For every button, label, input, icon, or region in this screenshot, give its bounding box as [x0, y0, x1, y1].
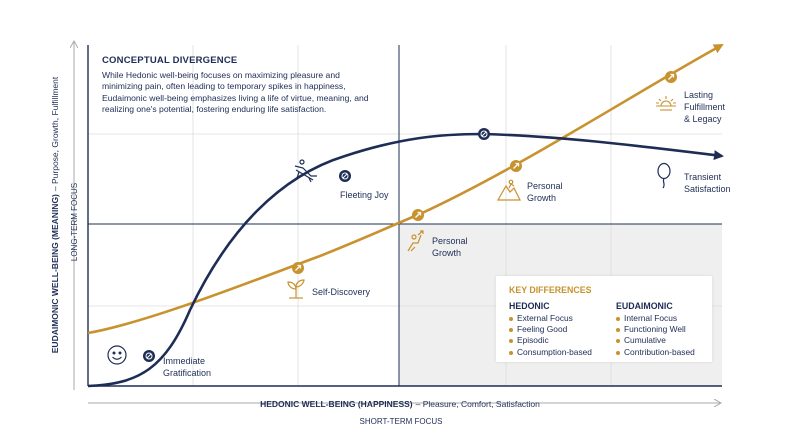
list-item: Functioning Well	[616, 324, 695, 335]
label-transient-1: Transient	[684, 172, 722, 182]
eudaimonic-column: EUDAIMONIC Internal Focus Functioning We…	[616, 301, 695, 358]
navy-marker	[339, 170, 351, 182]
label-lasting-1: Lasting	[684, 90, 713, 100]
list-item: Episodic	[509, 335, 592, 346]
eudaimonic-curve	[87, 43, 724, 335]
gold-marker	[510, 160, 522, 172]
hedonic-curve	[87, 132, 724, 388]
label-lasting-3: & Legacy	[684, 114, 722, 124]
callout-title: CONCEPTUAL DIVERGENCE	[102, 55, 238, 66]
list-item: External Focus	[509, 313, 592, 324]
callout-body: While Hedonic well-being focuses on maxi…	[102, 70, 369, 114]
y-axis-focus: LONG-TERM FOCUS	[70, 183, 79, 261]
label-growth-a-2: Growth	[432, 248, 461, 258]
center-dividers	[88, 45, 722, 386]
smiley-icon	[107, 345, 127, 365]
label-growth-b-1: Personal	[527, 181, 563, 191]
y-axis-title: EUDAIMONIC WELL-BEING (MEANING)– Purpose…	[50, 76, 60, 353]
mountain-climber-icon	[496, 179, 521, 201]
key-differences-title: KEY DIFFERENCES	[509, 285, 592, 295]
list-item: Contribution-based	[616, 347, 695, 358]
lounger-icon	[294, 159, 317, 183]
climber-icon	[407, 230, 424, 252]
x-axis-title: HEDONIC WELL-BEING (HAPPINESS) – Pleasure…	[260, 399, 540, 409]
hedonic-markers	[143, 128, 490, 362]
list-item: Feeling Good	[509, 324, 592, 335]
sprout-icon	[287, 279, 305, 299]
hedonic-column: HEDONIC External Focus Feeling Good Epis…	[509, 301, 592, 358]
key-differences-box: KEY DIFFERENCES HEDONIC External Focus F…	[496, 276, 712, 362]
label-growth-b-2: Growth	[527, 193, 556, 203]
gold-marker	[665, 71, 677, 83]
navy-marker	[143, 350, 155, 362]
label-self-discovery: Self-Discovery	[312, 287, 371, 297]
gold-marker	[412, 209, 424, 221]
list-item: Internal Focus	[616, 313, 695, 324]
label-growth-a-1: Personal	[432, 236, 468, 246]
navy-marker	[478, 128, 490, 140]
eudaimonic-heading: EUDAIMONIC	[616, 301, 673, 311]
hedonic-heading: HEDONIC	[509, 301, 550, 311]
label-fleeting-joy: Fleeting Joy	[340, 190, 389, 200]
balloon-icon	[657, 162, 671, 189]
list-item: Consumption-based	[509, 347, 592, 358]
label-immediate-1: Immediate	[163, 356, 205, 366]
label-lasting-2: Fulfillment	[684, 102, 726, 112]
sun-icon	[656, 96, 676, 111]
list-item: Cumulative	[616, 335, 695, 346]
label-immediate-2: Gratification	[163, 368, 211, 378]
x-axis-focus: SHORT-TERM FOCUS	[360, 417, 443, 426]
gold-marker	[292, 262, 304, 274]
label-transient-2: Satisfaction	[684, 184, 731, 194]
eudaimonic-markers	[292, 71, 677, 274]
